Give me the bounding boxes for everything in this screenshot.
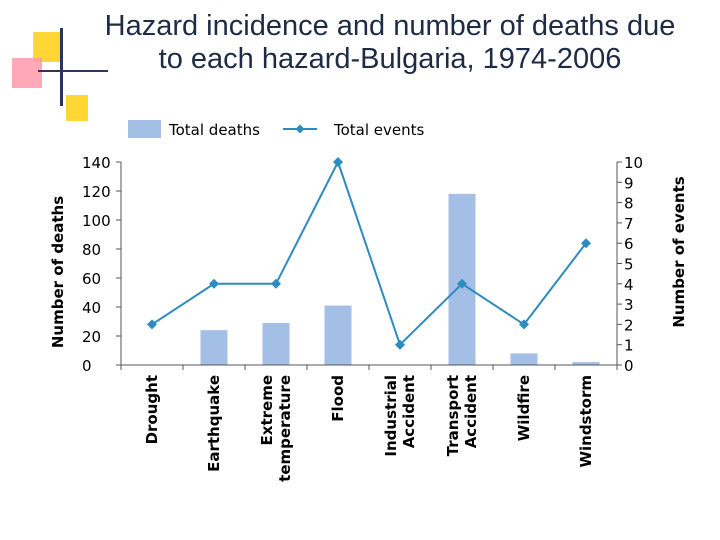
left-tick-label: 60 (82, 270, 101, 288)
bar-total-deaths (324, 305, 352, 365)
category-label-line: Extreme (258, 375, 276, 445)
marker-total-events (581, 238, 591, 249)
left-tick-label: 140 (82, 154, 111, 172)
bar-total-deaths (262, 322, 290, 365)
marker-total-events (271, 278, 281, 289)
category-label-line: Flood (329, 375, 347, 422)
title-line-1: Hazard incidence and number of deaths du… (104, 10, 676, 42)
category-label-line: Wildfire (515, 375, 533, 441)
left-tick-label: 0 (82, 357, 92, 375)
legend-swatch-total-deaths (128, 120, 161, 138)
legend-label-total-deaths: Total deaths (168, 121, 260, 139)
marker-total-events (147, 319, 157, 330)
bar-total-deaths (510, 353, 538, 365)
left-tick-label: 40 (82, 299, 101, 317)
right-tick-label: 2 (624, 316, 634, 334)
category-label: Extremetemperature (258, 375, 294, 482)
category-label-line: Industrial (382, 375, 400, 457)
category-label: IndustrialAccident (382, 375, 418, 457)
category-label: Wildfire (515, 375, 533, 441)
marker-total-events (209, 278, 219, 289)
category-label: Windstorm (577, 375, 595, 468)
category-label-line: Drought (143, 375, 161, 444)
marker-total-events (333, 157, 343, 167)
bar-total-deaths (572, 362, 600, 365)
left-tick-label: 100 (82, 212, 111, 230)
category-label: Flood (329, 375, 347, 422)
right-tick-label: 8 (624, 195, 634, 213)
category-label: TransportAccident (444, 375, 480, 456)
left-axis: 0 20 40 60 80 100 120 140 (82, 154, 122, 375)
legend-marker-total-events (295, 124, 305, 134)
category-label-line: Accident (400, 375, 418, 448)
right-tick-label: 9 (624, 174, 634, 192)
right-tick-label: 4 (624, 276, 634, 294)
marker-total-events (519, 319, 529, 330)
bar-total-deaths (200, 330, 228, 365)
category-label-line: Transport (444, 375, 462, 456)
right-axis-title: Number of events (670, 176, 688, 327)
events-line (147, 157, 591, 350)
page-title: Hazard incidence and number of deaths du… (70, 10, 710, 76)
title-line-2: to each hazard-Bulgaria, 1974-2006 (158, 43, 622, 75)
right-tick-label: 5 (624, 256, 634, 274)
right-tick-label: 1 (624, 337, 634, 355)
right-tick-label: 0 (624, 357, 634, 375)
right-tick-label: 6 (624, 235, 634, 253)
decor-horizontal-rule (38, 70, 108, 72)
chart-legend: Total deaths Total events (128, 120, 425, 139)
left-tick-label: 120 (82, 183, 111, 201)
decor-yellow-square-top (33, 32, 63, 62)
right-tick-label: 7 (624, 215, 634, 233)
category-label: Drought (143, 375, 161, 444)
category-label-line: Earthquake (205, 375, 223, 472)
right-axis: 0 1 2 3 4 5 6 7 8 9 10 (616, 154, 643, 375)
left-tick-label: 20 (82, 328, 101, 346)
left-axis-title: Number of deaths (49, 196, 67, 348)
right-tick-label: 3 (624, 296, 634, 314)
marker-total-events (395, 339, 405, 350)
bars (200, 193, 600, 365)
category-label-line: Windstorm (577, 375, 595, 468)
category-label-line: temperature (276, 375, 294, 482)
decor-pink-square (12, 58, 42, 88)
decor-vertical-rule (60, 28, 63, 106)
category-label: Earthquake (205, 375, 223, 472)
left-tick-label: 80 (82, 241, 101, 259)
line-total-events (151, 159, 587, 347)
legend-label-total-events: Total events (333, 121, 425, 139)
decor-yellow-square-bottom (66, 95, 88, 121)
x-axis: Drought Earthquake Extremetemperature Flood… (120, 364, 618, 482)
right-tick-label: 10 (624, 154, 643, 172)
category-label-line: Accident (462, 375, 480, 448)
marker-total-events (457, 278, 467, 289)
